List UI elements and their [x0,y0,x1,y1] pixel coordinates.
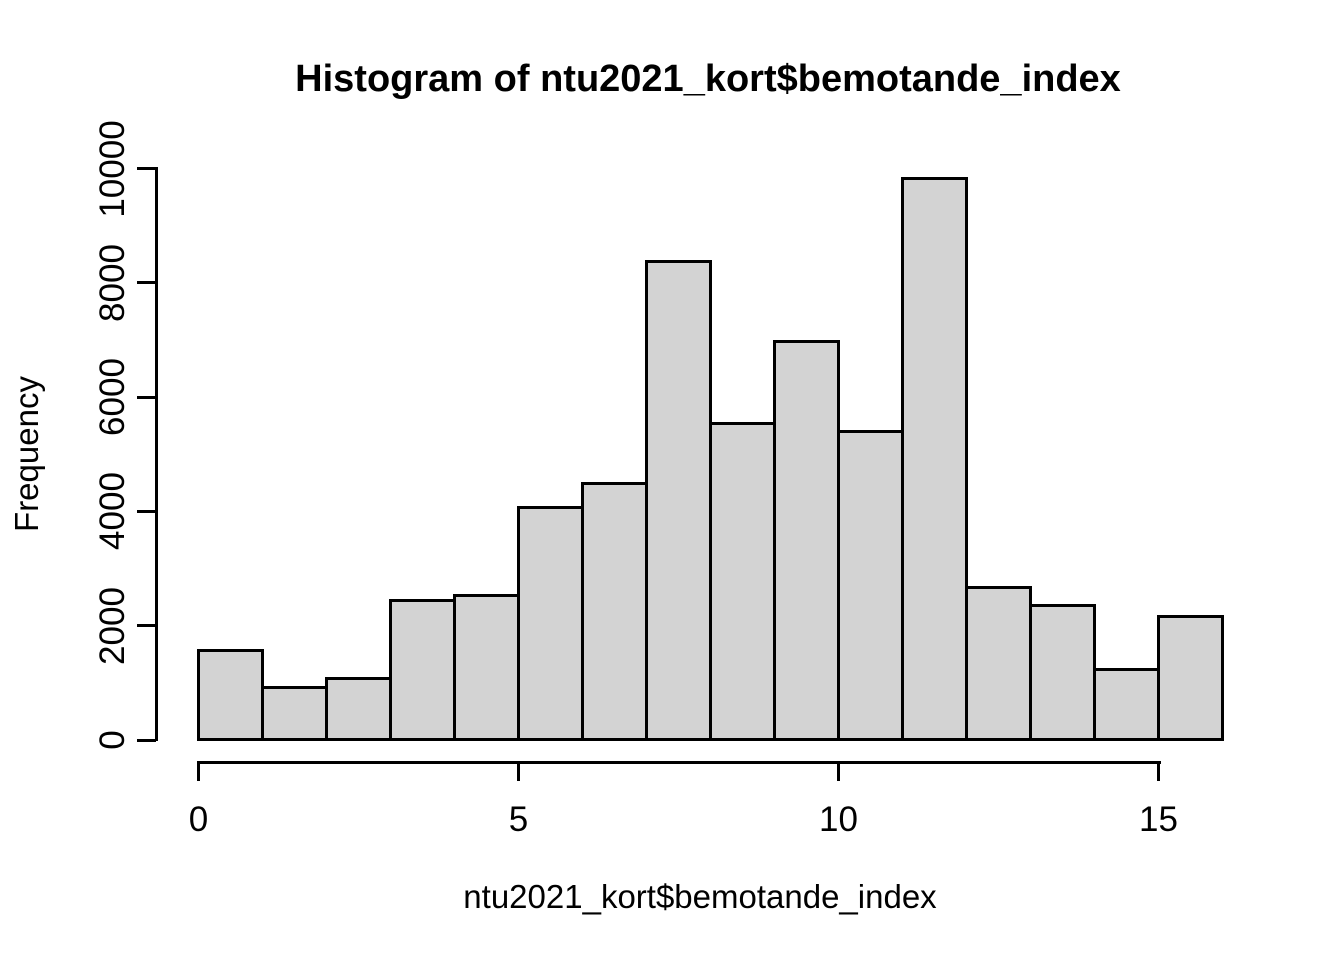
y-tick-label: 6000 [93,358,132,437]
x-tick [197,762,200,781]
y-tick-label: 2000 [93,586,132,665]
y-tick-label: 0 [93,730,132,750]
histogram-bar [453,594,520,742]
x-tick [517,762,520,781]
y-tick [137,167,156,170]
y-axis-title: Frequency [8,376,45,532]
y-tick [137,395,156,399]
x-tick-label: 5 [508,800,529,839]
histogram-bar [1029,604,1096,742]
x-tick-label: 10 [819,800,858,839]
x-tick [837,762,840,781]
y-tick [137,738,156,742]
histogram-bar [261,685,328,742]
histogram-bar [581,481,648,742]
histogram-bar [197,649,264,742]
histogram-bar [709,422,776,742]
y-axis-line [155,167,158,741]
y-tick [137,624,156,628]
histogram-bar [901,176,968,742]
x-axis-line [197,761,1161,764]
y-tick-label: 10000 [93,119,132,218]
histogram-bar [773,340,840,742]
y-tick-label: 8000 [93,243,132,322]
histogram-bar [325,676,392,742]
chart-title: Histogram of ntu2021_kort$bemotande_inde… [295,58,1121,100]
y-tick [137,509,156,513]
x-tick-label: 15 [1139,800,1178,839]
y-tick [137,281,156,285]
y-tick-label: 4000 [93,472,132,551]
x-tick-label: 0 [188,800,209,839]
x-tick [1157,762,1160,781]
histogram-bar [965,585,1032,742]
histogram-bar [517,506,584,742]
histogram-bar [645,260,712,742]
histogram-bar [1093,668,1160,742]
histogram-bar [389,599,456,742]
histogram-bar [1157,615,1224,742]
histogram-bar [837,430,904,742]
x-axis-title: ntu2021_kort$bemotande_index [463,878,937,915]
